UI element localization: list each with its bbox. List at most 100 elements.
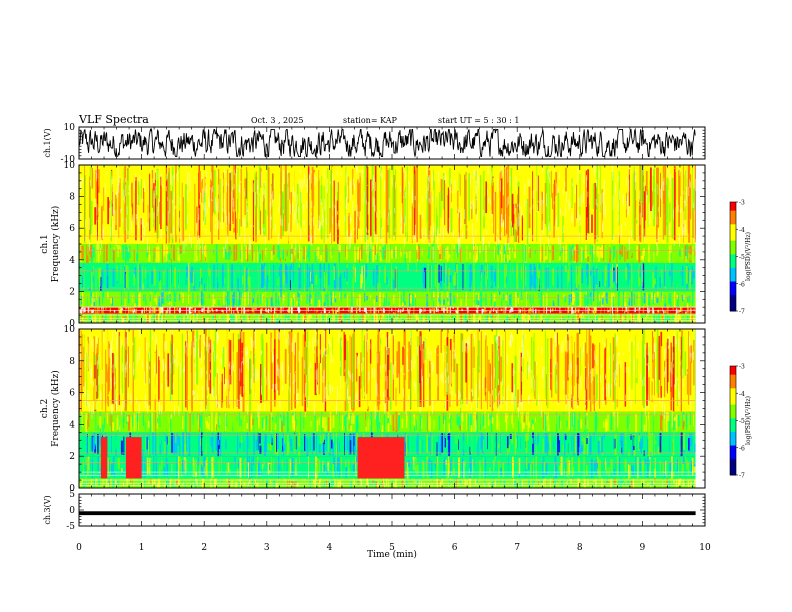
spectrogram-texture (434, 172, 436, 232)
spectrogram-texture (163, 271, 165, 286)
spectrogram-speckle (126, 206, 128, 215)
spectrogram-texture (151, 170, 154, 208)
spectrogram-texture (589, 292, 592, 298)
spectrogram-texture (357, 246, 359, 260)
spectrogram-texture (364, 292, 366, 302)
spectrogram-texture (197, 310, 199, 313)
spectrogram-texture (608, 481, 610, 484)
spectrogram-texture (118, 185, 120, 238)
spectrogram-texture (361, 313, 364, 322)
spectrogram-texture (679, 314, 681, 323)
spectrogram-speckle (125, 218, 127, 231)
spectrogram-texture (244, 266, 246, 291)
spectrogram-texture (425, 315, 427, 319)
spectrogram-speckle (429, 191, 431, 205)
spectrogram-texture (145, 314, 147, 320)
spectrogram-2 (79, 329, 705, 488)
spectrogram-texture (505, 307, 507, 311)
spectrogram-texture (101, 307, 102, 310)
spectrogram-speckle (685, 193, 687, 195)
spectrogram-texture (218, 264, 220, 291)
spectrogram-texture (613, 478, 616, 485)
spectrogram-speckle (218, 184, 219, 195)
spectrogram-texture (529, 294, 531, 303)
spectrogram-speckle (211, 187, 212, 201)
spectrogram-texture (209, 310, 211, 313)
spectrogram-speckle (649, 218, 650, 225)
spectrogram-texture (222, 265, 224, 289)
spectrogram-texture (653, 252, 655, 263)
spectrogram-texture (477, 317, 479, 323)
spectrogram-texture (456, 253, 457, 259)
spectrogram-speckle (336, 182, 338, 192)
spectrogram-texture (455, 316, 457, 323)
spectrogram-texture (461, 480, 463, 484)
spectrogram-texture (673, 166, 676, 241)
spectrogram-texture (595, 316, 598, 322)
spectrogram-texture (120, 291, 123, 306)
spectrogram-texture (120, 264, 122, 284)
spectrogram-texture (419, 308, 421, 314)
spectrogram-texture (141, 309, 143, 313)
spectrogram-texture (640, 255, 643, 260)
spectrogram-texture (433, 291, 435, 298)
spectrogram-texture (514, 432, 516, 455)
spectrogram-texture (590, 270, 592, 276)
spectrogram-texture (268, 264, 270, 291)
spectrogram-texture (291, 248, 293, 254)
spectrogram-texture (161, 460, 163, 470)
spectrogram-texture (528, 246, 531, 253)
spectrogram-texture (632, 465, 634, 477)
spectrogram-texture (627, 296, 630, 302)
spectrogram-texture (299, 457, 302, 479)
spectrogram-speckle (173, 226, 175, 229)
station-label: station= KAP (343, 116, 397, 125)
spectrogram-speckle (123, 189, 125, 200)
spectrogram-texture (393, 312, 395, 314)
spectrogram-texture (112, 307, 115, 312)
spectrogram-texture (619, 263, 622, 289)
spectrogram-texture (512, 291, 514, 307)
spectrogram-texture (412, 294, 414, 307)
spectrogram-texture (587, 256, 589, 263)
spectrogram-speckle (371, 181, 373, 192)
spectrogram-texture (165, 480, 168, 485)
spectrogram-texture (144, 318, 146, 322)
spectrogram-texture (192, 482, 194, 488)
spectrogram-texture (181, 182, 183, 242)
spectrogram-texture (661, 268, 663, 284)
spectrogram-texture (309, 314, 311, 318)
spectrogram-texture (563, 294, 566, 298)
spectrogram-texture (417, 433, 419, 456)
spectrogram-texture (547, 267, 549, 289)
spectrogram-texture (465, 460, 466, 467)
spectrogram-texture (96, 480, 98, 487)
spectrogram-texture (645, 266, 647, 291)
spectrogram-texture (619, 297, 621, 303)
spectrogram-texture (680, 168, 683, 232)
spectrogram-texture (650, 167, 652, 211)
spectrogram-texture (115, 247, 118, 261)
spectrogram-speckle (216, 217, 217, 220)
spectrogram-speckle (187, 172, 189, 186)
spectrogram-speckle (110, 227, 112, 237)
spectrogram-texture (315, 456, 317, 479)
spectrogram-texture (120, 318, 122, 322)
spectrogram-speckle (521, 213, 522, 216)
spectrogram-texture (187, 458, 189, 466)
spectrogram-speckle (135, 214, 137, 225)
spectrogram-texture (102, 291, 105, 302)
spectrogram-speckle (135, 173, 137, 181)
spectrogram-texture (125, 265, 128, 288)
spectrogram-texture (233, 165, 236, 233)
spectrogram-texture (239, 250, 241, 259)
spectrogram-texture (200, 268, 202, 288)
spectrogram-texture (442, 308, 445, 311)
spectrogram-speckle (685, 200, 687, 206)
spectrogram-texture (206, 310, 209, 313)
spectrogram-texture (154, 268, 156, 286)
spectrogram-speckle (511, 221, 512, 227)
spectrogram-texture (480, 270, 481, 282)
spectrogram-texture (537, 263, 538, 277)
spectrogram-texture (475, 294, 478, 305)
